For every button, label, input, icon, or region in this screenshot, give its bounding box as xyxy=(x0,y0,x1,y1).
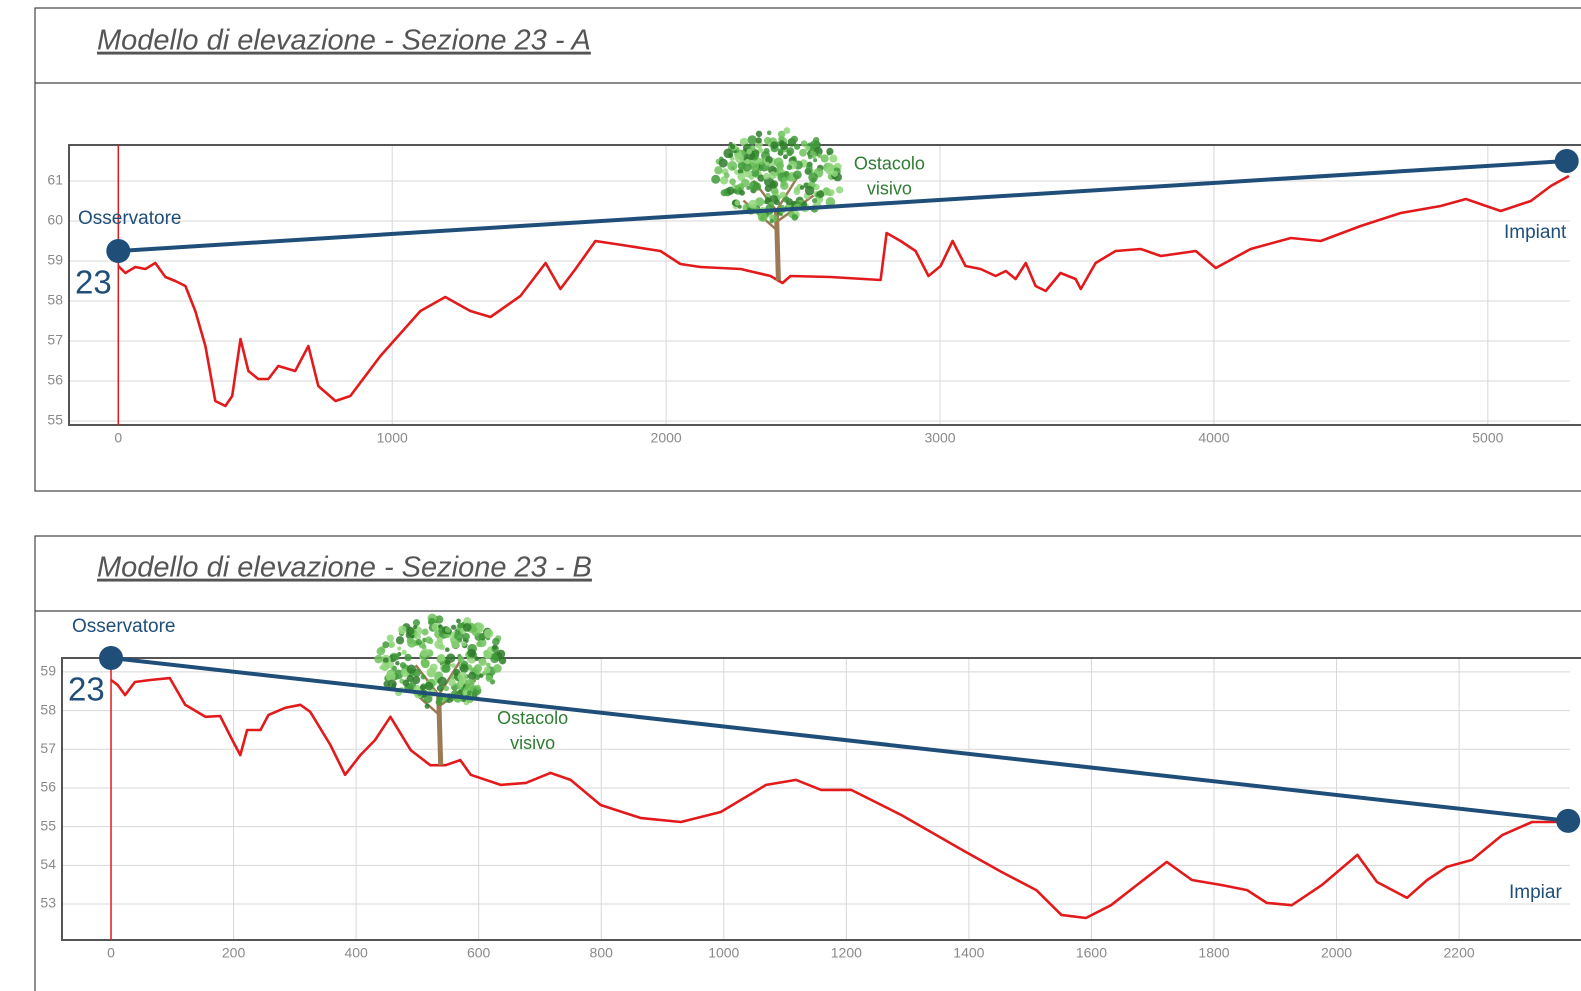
y-tick-label: 57 xyxy=(40,740,56,756)
y-tick-label: 59 xyxy=(47,252,63,268)
sight-line xyxy=(118,161,1566,251)
y-tick-label: 56 xyxy=(47,372,63,388)
x-tick-label: 2000 xyxy=(1321,945,1352,961)
obstacle-label: Ostacolo xyxy=(854,153,925,173)
chart-panel: Modello di elevazione - Sezione 23 - A 55… xyxy=(35,8,1581,491)
target-label: Impiar xyxy=(1509,882,1562,903)
target-label: Impiant xyxy=(1504,222,1567,243)
x-tick-label: 1000 xyxy=(377,430,408,446)
x-tick-label: 1400 xyxy=(953,945,984,961)
observer-label: Osservatore xyxy=(72,616,175,637)
obstacle-tree xyxy=(711,127,843,280)
panel xyxy=(35,8,1581,491)
x-tick-label: 1000 xyxy=(708,945,739,961)
x-tick-label: 200 xyxy=(222,945,246,961)
plot-frame xyxy=(62,658,1581,940)
y-tick-label: 59 xyxy=(40,663,56,679)
x-tick-label: 400 xyxy=(344,945,368,961)
y-tick-label: 53 xyxy=(40,895,56,911)
x-tick-label: 1200 xyxy=(831,945,862,961)
obstacle-label: visivo xyxy=(867,178,912,198)
y-tick-label: 55 xyxy=(40,817,56,833)
obstacle-label: Ostacolo xyxy=(497,708,568,728)
sight-line xyxy=(111,658,1568,821)
section-number: 23 xyxy=(68,671,105,708)
x-tick-label: 1600 xyxy=(1076,945,1107,961)
y-tick-label: 60 xyxy=(47,212,63,228)
y-tick-label: 55 xyxy=(47,412,63,428)
x-tick-label: 4000 xyxy=(1198,430,1229,446)
sight-endpoint xyxy=(1556,809,1580,833)
x-tick-label: 2000 xyxy=(651,430,682,446)
x-tick-label: 0 xyxy=(114,430,122,446)
x-tick-label: 3000 xyxy=(924,430,955,446)
page-canvas: Modello di elevazione - Sezione 23 - A 55… xyxy=(0,0,1581,991)
section-number: 23 xyxy=(75,264,112,301)
sight-endpoint xyxy=(99,646,123,670)
y-tick-label: 54 xyxy=(40,856,56,872)
panel xyxy=(35,536,1581,991)
terrain-line xyxy=(118,176,1569,406)
x-tick-label: 600 xyxy=(467,945,491,961)
y-tick-label: 58 xyxy=(40,701,56,717)
sight-endpoint xyxy=(106,239,130,263)
x-tick-label: 0 xyxy=(107,945,115,961)
x-tick-label: 2200 xyxy=(1444,945,1475,961)
observer-label: Osservatore xyxy=(78,208,181,229)
plot-frame xyxy=(69,145,1581,425)
obstacle-label: visivo xyxy=(510,733,555,753)
y-tick-label: 57 xyxy=(47,332,63,348)
chart-title: Modello di elevazione - Sezione 23 - B xyxy=(97,552,592,584)
x-tick-label: 800 xyxy=(590,945,614,961)
y-tick-label: 61 xyxy=(47,172,63,188)
chart-title: Modello di elevazione - Sezione 23 - A xyxy=(97,25,591,57)
page: {"chart_data": [ {"type": "line", "title… xyxy=(0,0,1581,991)
sight-endpoint xyxy=(1555,149,1579,173)
y-tick-label: 56 xyxy=(40,779,56,795)
chart-panel: Modello di elevazione - Sezione 23 - B 53… xyxy=(35,536,1581,991)
y-tick-label: 58 xyxy=(47,292,63,308)
x-tick-label: 1800 xyxy=(1198,945,1229,961)
x-tick-label: 5000 xyxy=(1472,430,1503,446)
